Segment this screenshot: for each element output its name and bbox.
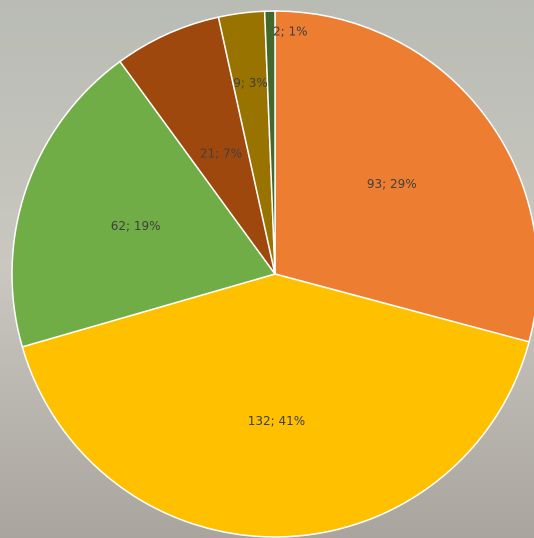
data-label: 62; 19% [111, 219, 161, 233]
pie-slice [21, 273, 531, 538]
data-label: 9; 3% [233, 76, 268, 90]
data-label: 2; 1% [273, 25, 308, 39]
pie-slice [11, 60, 277, 348]
data-label: 93; 29% [367, 177, 417, 191]
pie-slice [274, 10, 534, 343]
pie-slice [118, 16, 276, 275]
data-label: 132; 41% [248, 414, 305, 428]
data-label: 21; 7% [200, 147, 242, 161]
pie-slice [263, 10, 276, 275]
